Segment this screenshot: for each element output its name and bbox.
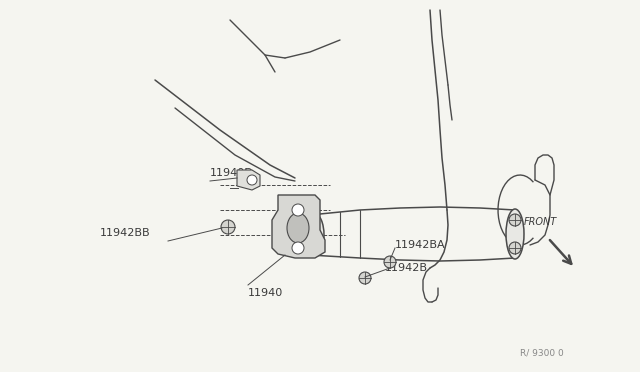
Circle shape <box>292 204 304 216</box>
Text: 11942BB: 11942BB <box>100 228 150 238</box>
Text: 11940: 11940 <box>248 288 284 298</box>
Text: FRONT: FRONT <box>524 217 557 227</box>
Circle shape <box>509 242 521 254</box>
Ellipse shape <box>506 209 524 259</box>
Circle shape <box>384 256 396 268</box>
Text: 11942BA: 11942BA <box>395 240 445 250</box>
Circle shape <box>292 242 304 254</box>
Circle shape <box>509 214 521 226</box>
Circle shape <box>247 175 257 185</box>
Ellipse shape <box>287 213 309 243</box>
Circle shape <box>359 272 371 284</box>
Ellipse shape <box>306 214 324 256</box>
Polygon shape <box>237 170 260 190</box>
Text: 11942B: 11942B <box>385 263 428 273</box>
Polygon shape <box>272 195 325 258</box>
Circle shape <box>221 220 235 234</box>
Text: 11940D: 11940D <box>210 168 253 178</box>
Text: R/ 9300 0: R/ 9300 0 <box>520 349 564 358</box>
